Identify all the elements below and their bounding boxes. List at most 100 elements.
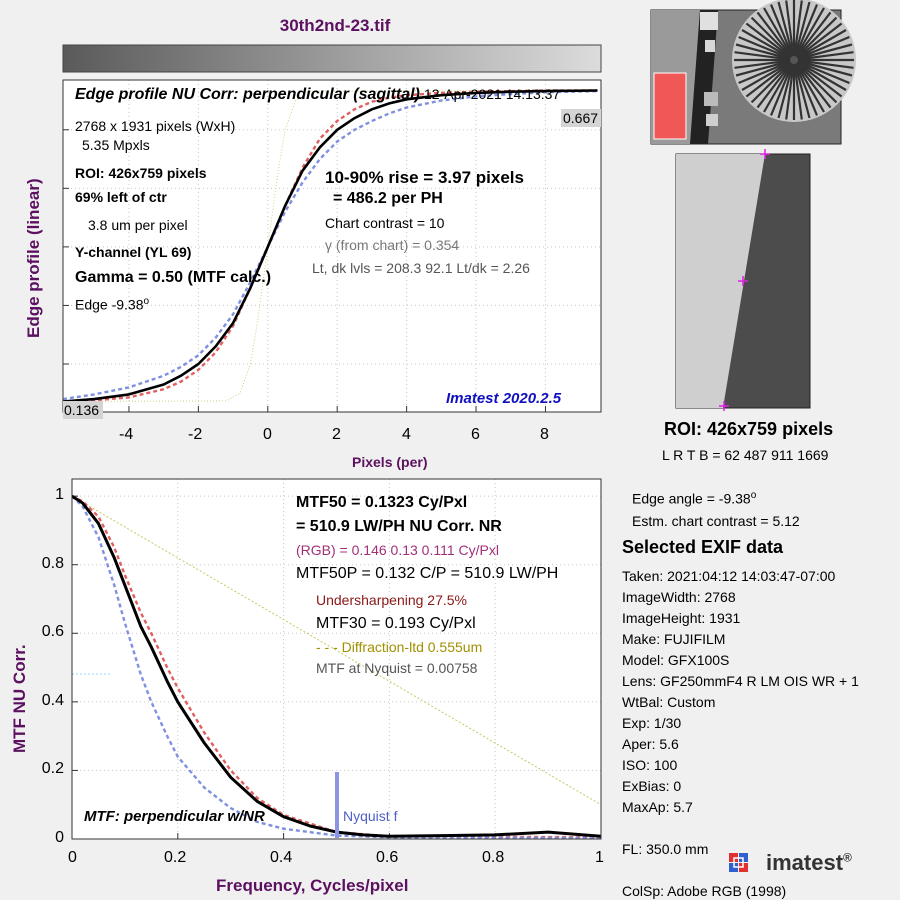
mtf-x-tick-label: 1: [595, 849, 604, 866]
exif-line: ISO: 100: [622, 757, 678, 773]
exif-line: Model: GFX100S: [622, 652, 730, 668]
mtf-x-tick-label: 0.2: [164, 849, 187, 866]
edge-series: [63, 89, 598, 403]
star-spoke: [792, 59, 811, 119]
star-spoke: [741, 29, 795, 61]
star-spoke: [792, 1, 811, 61]
star-spoke: [793, 58, 850, 85]
mtf-series-y: [72, 494, 601, 838]
exif-line: Aper: 5.6: [622, 736, 679, 752]
exif-line: ImageHeight: 1931: [622, 610, 741, 626]
star-spoke: [793, 58, 853, 77]
um-per-pixel: 3.8 um per pixel: [88, 217, 188, 233]
star-spoke: [793, 22, 843, 61]
bottom-level-box: [63, 401, 103, 419]
mtf-y-tick-label: 0.8: [41, 555, 64, 572]
top-level-box: [561, 109, 601, 127]
mtf-y-axis-label: MTF NU Corr.: [10, 644, 29, 753]
star-spoke: [735, 43, 795, 62]
star-spoke: [793, 59, 832, 109]
mtf-x-axis-label: Frequency, Cycles/pixel: [216, 876, 409, 895]
star-spoke: [745, 22, 795, 61]
edge-series-blue: [63, 89, 598, 401]
mtf-x-tick-label: 0.4: [270, 849, 293, 866]
edge-series-red: [63, 89, 598, 403]
star-spoke: [793, 59, 838, 104]
star-spoke: [793, 59, 843, 98]
star-spoke: [793, 59, 825, 113]
image-dims: 2768 x 1931 pixels (WxH): [75, 118, 236, 134]
star-spoke: [792, 59, 803, 120]
diffraction-label: - - - Diffraction-ltd 0.555um: [316, 639, 483, 655]
image-mpxls: 5.35 Mpxls: [82, 137, 150, 153]
mtf-x-tick-label: 0: [68, 849, 77, 866]
roi-coordinates: L R T B = 62 487 911 1669: [662, 447, 829, 463]
nyquist-label: Nyquist f: [343, 808, 398, 824]
edge-x-tick-label: -2: [188, 426, 203, 443]
star-spoke: [793, 43, 853, 62]
roi-image: [675, 149, 811, 411]
edge-plot-timestamp: 12-Apr-2021 14:13:37: [424, 86, 561, 102]
exif-title: Selected EXIF data: [622, 537, 784, 557]
exif-line: ExBias: 0: [622, 778, 682, 794]
nyquist-mtf-label: MTF at Nyquist = 0.00758: [316, 660, 478, 676]
star-spoke: [777, 59, 796, 119]
mtf-series: [72, 494, 601, 839]
version-label: Imatest 2020.2.5: [446, 390, 562, 407]
exif-line: Taken: 2021:04:12 14:03:47-07:00: [622, 568, 836, 584]
rgb-mtf50-label: (RGB) = 0.146 0.13 0.111 Cy/Pxl: [296, 542, 499, 558]
star-spoke: [756, 11, 795, 61]
top-level-label: 0.667: [563, 110, 599, 126]
star-spoke: [763, 7, 795, 61]
star-spoke: [741, 59, 795, 91]
roi-position: 69% left of ctr: [75, 189, 167, 205]
star-spoke: [769, 59, 796, 116]
star-spoke: [785, 59, 796, 120]
edge-grid: [63, 80, 601, 412]
exif-line: Exp: 1/30: [622, 715, 682, 731]
channel-label: Y-channel (YL 69): [75, 244, 192, 260]
mtf-plot-title: MTF: perpendicular w/NR: [84, 808, 265, 825]
edge-x-tick-label: 2: [332, 426, 341, 443]
edge-x-axis-label: Pixels (per): [352, 454, 428, 470]
mtf-y-tick-label: 0.4: [41, 692, 64, 709]
mtf-x-tick-label: 0.6: [376, 849, 399, 866]
imatest-logo-text: imatest®: [766, 850, 852, 875]
edge-angle-summary: Edge angle = -9.38o: [632, 490, 757, 507]
mtf-series-blue: [72, 495, 601, 839]
edge-plot-title: Edge profile NU Corr: perpendicular (sag…: [75, 86, 420, 103]
edge-x-tick-label: 8: [540, 426, 549, 443]
star-spoke: [750, 16, 795, 61]
star-spoke: [793, 29, 847, 61]
star-spoke: [793, 59, 847, 91]
star-spoke: [793, 11, 832, 61]
estimated-contrast: Estm. chart contrast = 5.12: [632, 513, 800, 529]
roi-caption: ROI: 426x759 pixels: [664, 419, 834, 439]
star-spoke: [763, 59, 795, 113]
mtf-x-tick-label: 0.8: [482, 849, 505, 866]
star-spoke: [756, 59, 795, 109]
chart-contrast-label: Chart contrast = 10: [325, 215, 445, 231]
gradient-bar: [62, 44, 602, 73]
mtf50-label: MTF50 = 0.1323 Cy/Pxl: [296, 494, 468, 511]
star-spoke: [792, 4, 819, 61]
edge-x-tick-label: 4: [402, 426, 411, 443]
star-spoke: [792, 59, 819, 116]
edge-series-y: [63, 89, 598, 403]
star-spoke: [738, 58, 795, 85]
edge-x-tick-label: 6: [471, 426, 480, 443]
levels-label: Lt, dk lvls = 208.3 92.1 Lt/dk = 2.26: [312, 260, 530, 276]
edge-angle-label: Edge -9.38o: [75, 296, 150, 313]
star-spoke: [793, 51, 854, 62]
star-spoke: [750, 59, 795, 104]
edge-x-tick-label: 0: [263, 426, 272, 443]
edge-plot-frame: [62, 79, 602, 413]
per-ph-label: = 486.2 per PH: [333, 190, 443, 207]
exif-line: FL: 350.0 mm: [622, 841, 709, 857]
star-spoke: [792, 0, 803, 61]
bottom-level-label: 0.136: [64, 402, 100, 418]
star-spoke: [785, 0, 796, 61]
imatest-logo-mark: [729, 853, 748, 872]
rise-label: 10-90% rise = 3.97 pixels: [325, 168, 524, 187]
